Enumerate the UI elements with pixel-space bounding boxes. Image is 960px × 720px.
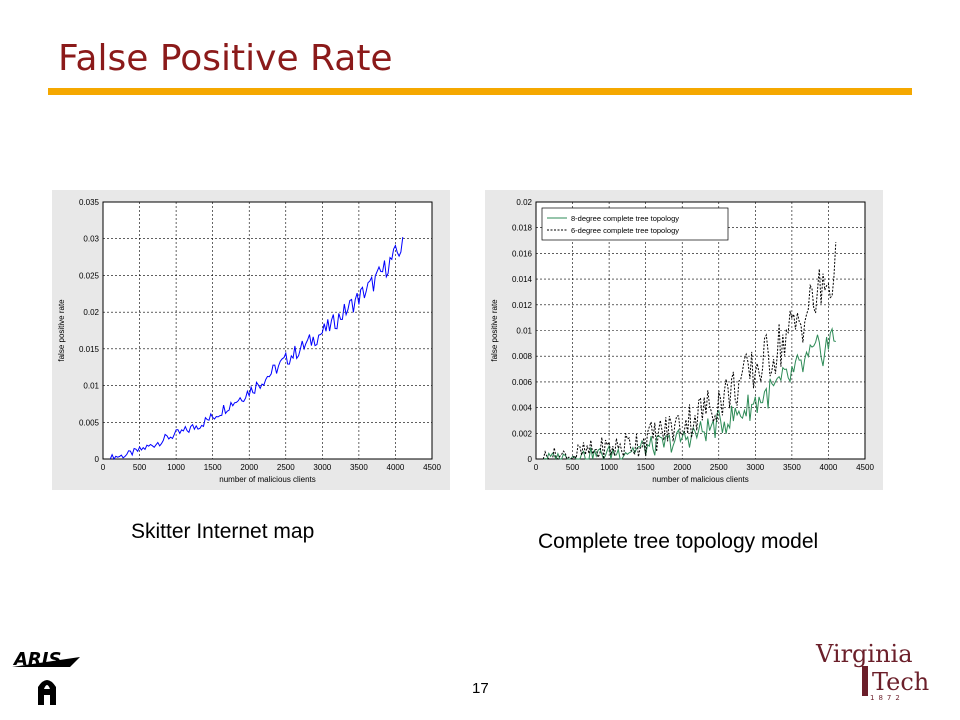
vt-line1: Virginia <box>815 640 913 668</box>
title-rule <box>48 88 912 95</box>
x-axis-label: number of malicious clients <box>652 475 748 484</box>
x-tick-label: 1500 <box>204 463 222 472</box>
y-tick-label: 0.014 <box>512 275 533 284</box>
x-tick-label: 0 <box>534 463 539 472</box>
chart-0: 0 500 1000 1500 2000 2500 3000 3500 4000 4500 0 0.0… <box>52 190 450 490</box>
y-tick-label: 0.018 <box>512 224 533 233</box>
y-tick-label: 0.02 <box>83 308 99 317</box>
y-tick-label: 0.03 <box>83 235 99 244</box>
y-tick-label: 0.035 <box>79 198 100 207</box>
legend-box <box>541 207 729 241</box>
vt-line2: Tech <box>872 668 929 696</box>
vt-year: 1872 <box>870 694 904 702</box>
figure-background <box>52 190 450 490</box>
title-rule-bar <box>48 88 912 95</box>
x-tick-label: 4000 <box>820 463 838 472</box>
plot-area <box>535 201 866 460</box>
y-tick-label: 0.008 <box>512 352 533 361</box>
page-number: 17 <box>472 680 489 697</box>
caption-left: Skitter Internet map <box>131 520 315 543</box>
x-tick-label: 0 <box>101 463 106 472</box>
y-tick-label: 0.006 <box>512 378 533 387</box>
x-tick-label: 4500 <box>423 463 441 472</box>
y-tick-label: 0.004 <box>512 404 533 413</box>
y-tick-label: 0.01 <box>83 382 99 391</box>
x-tick-label: 3000 <box>313 463 331 472</box>
aris-emblem <box>38 680 56 705</box>
x-tick-label: 500 <box>133 463 147 472</box>
y-tick-label: 0.02 <box>516 198 532 207</box>
y-axis-label: false positive rate <box>490 299 499 362</box>
vt-bar <box>862 666 868 696</box>
series-line-0 <box>109 237 404 461</box>
slide-title: False Positive Rate <box>58 38 393 79</box>
legend-entry-1: 6-degree complete tree topology <box>571 226 679 235</box>
aris-swoosh <box>12 657 80 667</box>
x-tick-label: 2000 <box>673 463 691 472</box>
x-axis-label: number of malicious clients <box>219 475 315 484</box>
caption-right: Complete tree topology model <box>538 530 819 553</box>
aris-logo: ARIS <box>12 649 80 705</box>
y-tick-label: 0 <box>528 455 533 464</box>
x-tick-label: 2500 <box>710 463 728 472</box>
legend-entry-0: 8-degree complete tree topology <box>571 214 679 223</box>
y-tick-label: 0.005 <box>79 418 100 427</box>
x-tick-label: 2500 <box>277 463 295 472</box>
series-line-1 <box>542 242 837 460</box>
x-tick-label: 3000 <box>746 463 764 472</box>
y-tick-label: 0.015 <box>79 345 100 354</box>
x-tick-label: 1000 <box>600 463 618 472</box>
x-tick-label: 2000 <box>240 463 258 472</box>
y-tick-label: 0.012 <box>512 301 533 310</box>
virginia-tech-logo: Virginia Tech 1872 <box>815 640 929 702</box>
figure-background <box>485 190 883 490</box>
plot-area <box>102 201 433 460</box>
y-tick-label: 0.002 <box>512 429 533 438</box>
y-tick-label: 0 <box>95 455 100 464</box>
x-tick-label: 3500 <box>350 463 368 472</box>
y-tick-label: 0.016 <box>512 249 533 258</box>
x-tick-label: 1500 <box>637 463 655 472</box>
x-tick-label: 1000 <box>167 463 185 472</box>
x-tick-label: 3500 <box>783 463 801 472</box>
x-tick-label: 4000 <box>387 463 405 472</box>
x-tick-label: 500 <box>566 463 580 472</box>
series-line-0 <box>543 326 836 461</box>
chart-1: 0 500 1000 1500 2000 2500 3000 3500 4000 4500 0 0.0… <box>485 190 883 490</box>
x-tick-label: 4500 <box>856 463 874 472</box>
y-tick-label: 0.025 <box>79 271 100 280</box>
y-axis-label: false positive rate <box>57 299 66 362</box>
y-tick-label: 0.01 <box>516 327 532 336</box>
